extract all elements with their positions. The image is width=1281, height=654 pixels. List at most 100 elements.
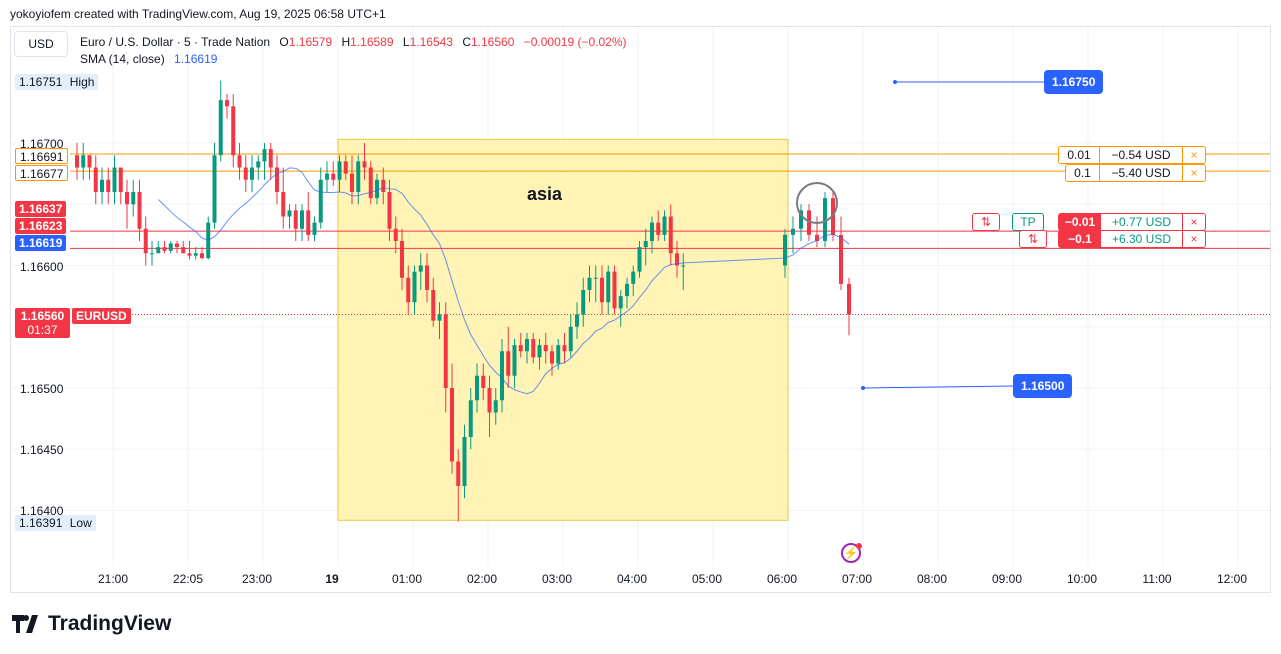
order-line-4[interactable]: −0.1 +6.30 USD × [1058, 230, 1206, 248]
x-tick: 08:00 [916, 572, 948, 586]
last-price-label: 1.16560 01:37 EURUSD [15, 308, 131, 338]
candle-body [783, 234, 787, 266]
low-value: 1.16543 [409, 35, 453, 49]
sma-value: 1.16619 [174, 52, 218, 66]
candle-body [525, 339, 529, 352]
candle-body [500, 351, 504, 401]
symbol-legend: Euro / U.S. Dollar · 5 · Trade Nation O1… [80, 35, 626, 49]
order-pnl: +0.77 USD [1111, 215, 1172, 229]
low-price-value: 1.16391 [19, 516, 63, 530]
candle-body [543, 345, 548, 352]
order-price-label-3: 1.16637 [15, 201, 67, 217]
high-price-label: 1.16751 High [15, 74, 99, 90]
candle-body [362, 161, 367, 168]
order-line-1[interactable]: 0.01 −0.54 USD × [1058, 146, 1206, 164]
candle-body [675, 253, 679, 266]
x-tick: 04:00 [616, 572, 648, 586]
sma-line [157, 167, 850, 395]
x-tick: 23:00 [241, 572, 273, 586]
candle-body [181, 247, 186, 254]
reverse-position-icon[interactable]: ⇅ [972, 213, 1000, 231]
candle-body [606, 271, 611, 303]
symbol-title[interactable]: Euro / U.S. Dollar · 5 · Trade Nation [80, 35, 271, 49]
candle-body [425, 265, 429, 290]
y-tick: 1.16500 [20, 382, 64, 396]
candle-body [662, 216, 667, 235]
low-label: L [402, 35, 410, 49]
lightning-event-icon[interactable]: ⚡ [841, 543, 861, 563]
currency-button[interactable]: USD [14, 31, 68, 57]
candle-body [443, 314, 448, 388]
candle-body [556, 345, 561, 364]
close-order-icon[interactable]: × [1182, 165, 1205, 181]
high-price-text: High [69, 75, 95, 89]
x-tick: 09:00 [991, 572, 1023, 586]
low-price-label: 1.16391 Low [15, 515, 96, 531]
candle-body [231, 106, 236, 156]
candle-body [537, 345, 542, 358]
candle-body [118, 167, 123, 192]
candle-body [431, 290, 436, 321]
candle-body [612, 271, 617, 309]
candle-body [187, 253, 192, 256]
x-tick: 01:00 [391, 572, 423, 586]
order-line-2[interactable]: 0.1 −5.40 USD × [1065, 164, 1206, 182]
candle-body [550, 351, 554, 364]
tp-button[interactable]: TP [1012, 213, 1044, 231]
candle-body [168, 243, 173, 251]
session-label: asia [527, 184, 563, 204]
candle-body [400, 241, 404, 278]
y-tick: 1.16700 [20, 137, 64, 151]
candle-body [475, 375, 479, 401]
candle-body [150, 253, 154, 255]
order-price-label-1: 1.16691 [15, 148, 69, 164]
candle-body [437, 314, 442, 321]
candle-body [643, 241, 648, 248]
target-down-line [862, 385, 1014, 389]
x-tick: 19 [325, 572, 339, 586]
candle-body [106, 179, 111, 192]
sma-legend[interactable]: SMA (14, close) 1.16619 [80, 52, 217, 66]
x-tick: 11:00 [1142, 572, 1172, 586]
sma-label: SMA (14, close) [80, 52, 165, 66]
candle-body [587, 277, 592, 290]
target-up-label[interactable]: 1.16750 [1044, 70, 1104, 94]
candle-body [847, 283, 851, 315]
candle-body [300, 210, 304, 229]
target-down-label[interactable]: 1.16500 [1013, 374, 1073, 398]
brand-name: TradingView [48, 612, 172, 635]
candle-body [637, 247, 642, 272]
candle-body [839, 234, 843, 284]
candle-body [125, 192, 129, 205]
close-order-icon[interactable]: × [1182, 147, 1205, 163]
reverse-position-icon[interactable]: ⇅ [1019, 230, 1047, 248]
session-box [337, 138, 789, 521]
candle-body [175, 243, 179, 248]
close-order-icon[interactable]: × [1182, 231, 1205, 247]
candle-body [593, 277, 598, 279]
candle-body [268, 149, 273, 168]
candle-body [200, 253, 204, 259]
chart-credit: yokoyiofem created with TradingView.com,… [10, 7, 386, 21]
order-price-label-4: 1.16623 [15, 218, 67, 234]
candle-body [75, 155, 79, 168]
candle-body [450, 388, 454, 462]
close-order-icon[interactable]: × [1182, 214, 1205, 230]
candle-body [212, 155, 217, 223]
candle-body [791, 228, 795, 235]
candle-body [243, 167, 248, 180]
bar-countdown: 01:37 [27, 323, 58, 337]
candle-body [406, 277, 411, 303]
order-line-3[interactable]: −0.01 +0.77 USD × [1058, 213, 1206, 231]
order-qty: −0.1 [1059, 231, 1101, 247]
target-up-anchor [893, 80, 897, 84]
close-value: 1.16560 [471, 35, 515, 49]
order-price-label-2: 1.16677 [15, 165, 69, 181]
candle-body [512, 345, 517, 376]
candle-body [337, 161, 342, 180]
last-price-value: 1.16560 [20, 309, 65, 323]
tradingview-logo[interactable]: TradingView [12, 612, 171, 636]
candle-body [518, 345, 523, 352]
candle-body [318, 179, 323, 223]
